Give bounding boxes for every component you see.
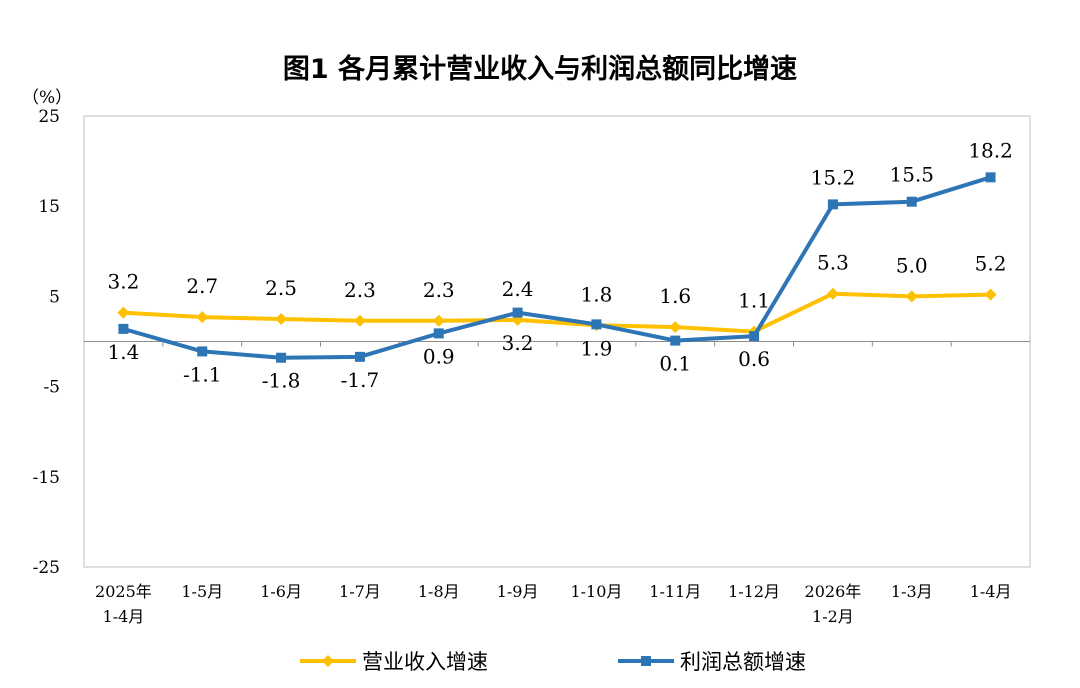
x-tick-label: 2026年 xyxy=(805,582,862,601)
data-label-revenue: 1.6 xyxy=(659,284,691,308)
legend-label: 利润总额增速 xyxy=(680,650,806,674)
data-point xyxy=(354,351,365,362)
x-tick-label: 1-3月 xyxy=(891,582,933,601)
y-tick-label: -5 xyxy=(43,378,60,398)
data-label-profit: 15.5 xyxy=(889,163,934,187)
data-label-profit: 0.9 xyxy=(423,344,455,368)
data-label-revenue: 3.2 xyxy=(108,270,140,294)
data-label-profit: 1.4 xyxy=(108,340,140,364)
data-label-revenue: 2.4 xyxy=(502,277,534,301)
data-label-revenue: 5.2 xyxy=(975,252,1007,276)
y-axis-unit: （%） xyxy=(22,88,72,108)
data-label-profit: -1.8 xyxy=(262,369,301,393)
data-point xyxy=(433,328,444,339)
data-label-profit: 3.2 xyxy=(502,331,534,355)
x-tick-label: 2025年 xyxy=(95,582,152,601)
data-point xyxy=(117,306,130,319)
data-point xyxy=(353,314,366,327)
x-tick-label: 1-9月 xyxy=(497,582,539,601)
data-point xyxy=(827,199,838,210)
data-label-revenue: 2.7 xyxy=(186,274,218,298)
legend: 营业收入增速 利润总额增速 xyxy=(300,650,806,674)
series-profit-growth xyxy=(118,172,996,363)
data-point xyxy=(275,312,288,325)
data-point xyxy=(984,288,997,301)
data-label-revenue: 2.5 xyxy=(265,276,297,300)
data-point xyxy=(512,307,523,318)
x-tick-label: 1-11月 xyxy=(649,582,701,601)
data-point xyxy=(906,196,917,207)
data-label-profit: -1.7 xyxy=(341,368,380,392)
data-point xyxy=(905,290,918,303)
x-tick-label: 1-4月 xyxy=(103,607,145,626)
data-label-revenue: 2.3 xyxy=(423,278,455,302)
x-tick-label: 1-8月 xyxy=(418,582,460,601)
data-point xyxy=(197,346,208,357)
data-point xyxy=(985,172,996,183)
legend-marker xyxy=(322,655,334,667)
x-tick-label: 1-12月 xyxy=(728,582,780,601)
data-point xyxy=(196,311,209,324)
x-tick-label: 1-2月 xyxy=(812,607,854,626)
y-tick-label: 15 xyxy=(38,197,60,217)
legend-marker xyxy=(641,656,651,666)
data-point xyxy=(749,331,760,342)
data-label-profit: -1.1 xyxy=(183,362,222,386)
x-tick-label: 1-10月 xyxy=(570,582,622,601)
data-label-revenue: 5.0 xyxy=(896,253,928,277)
data-label-profit: 15.2 xyxy=(811,165,856,189)
axes: 25 15 5 -5 -15 -25 2025年 1-4月 1-5月 1-6月 1-7月 1-8月 1-… xyxy=(33,107,1030,626)
data-point xyxy=(276,352,287,363)
y-tick-label: 5 xyxy=(49,287,60,307)
data-label-profit: 18.2 xyxy=(968,138,1013,162)
legend-label: 营业收入增速 xyxy=(362,650,488,674)
data-point xyxy=(670,335,681,346)
data-point xyxy=(432,314,445,327)
data-point xyxy=(591,319,602,330)
data-point xyxy=(669,321,682,334)
data-label-revenue: 1.1 xyxy=(738,289,770,313)
series-layer xyxy=(117,172,997,363)
data-point xyxy=(826,287,839,300)
data-label-revenue: 5.3 xyxy=(817,251,849,275)
data-label-profit: 1.9 xyxy=(581,336,613,360)
y-tick-label: -25 xyxy=(33,558,60,578)
data-point xyxy=(118,323,129,334)
y-tick-label: 25 xyxy=(38,107,60,127)
x-tick-label: 1-6月 xyxy=(260,582,302,601)
series-line xyxy=(122,175,992,360)
y-tick-label: -15 xyxy=(33,468,60,488)
data-label-revenue: 1.8 xyxy=(581,282,613,306)
data-label-profit: 0.1 xyxy=(659,352,691,376)
series-line xyxy=(123,291,991,334)
data-label-revenue: 2.3 xyxy=(344,278,376,302)
x-tick-label: 1-4月 xyxy=(970,582,1012,601)
chart-title: 图1 各月累计营业收入与利润总额同比增速 xyxy=(283,53,797,85)
x-tick-label: 1-7月 xyxy=(339,582,381,601)
series-revenue-growth xyxy=(117,287,997,338)
x-tick-label: 1-5月 xyxy=(181,582,223,601)
data-label-profit: 0.6 xyxy=(738,347,770,371)
data-labels: 3.2 2.7 2.5 2.3 2.3 2.4 1.8 1.6 1.1 5.3 5.0 5.2 1.4 -… xyxy=(108,138,1013,392)
